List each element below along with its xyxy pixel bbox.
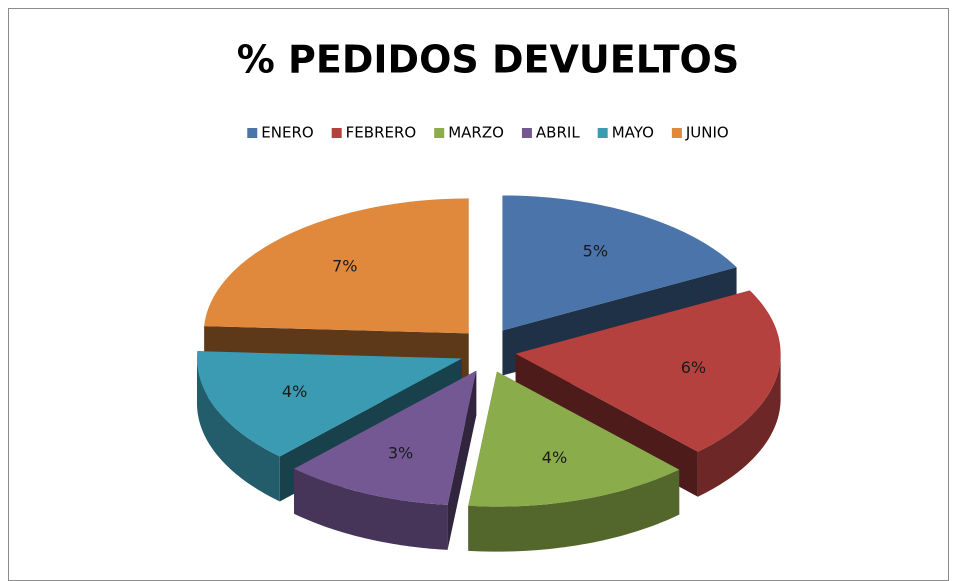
legend-swatch bbox=[331, 128, 342, 138]
slice-wall bbox=[697, 353, 781, 497]
slice-top bbox=[204, 198, 469, 334]
chart-title: % PEDIDOS DEVUELTOS bbox=[237, 38, 739, 82]
data-label: 4% bbox=[542, 448, 567, 467]
legend-label: ENERO bbox=[261, 124, 313, 142]
slice-wall bbox=[468, 469, 680, 552]
slice-top bbox=[294, 370, 477, 505]
legend-swatch bbox=[521, 128, 532, 138]
legend: ENERO FEBRERO MARZO ABRIL MAYO JUNIO bbox=[247, 124, 729, 142]
data-label: 4% bbox=[282, 382, 307, 401]
slice-wall bbox=[294, 468, 448, 550]
data-label: 5% bbox=[583, 241, 608, 260]
legend-label: FEBRERO bbox=[346, 124, 417, 142]
legend-label: MARZO bbox=[448, 124, 504, 142]
slice-top bbox=[196, 351, 462, 457]
pie-slice: 4% bbox=[468, 371, 680, 552]
slice-top bbox=[515, 290, 781, 452]
pie-slice: 3% bbox=[294, 370, 477, 550]
legend-swatch bbox=[434, 128, 445, 138]
data-label: 6% bbox=[681, 358, 706, 377]
legend-label: JUNIO bbox=[685, 124, 729, 142]
slice-wall bbox=[196, 358, 280, 502]
legend-swatch bbox=[671, 128, 682, 138]
data-label: 3% bbox=[388, 444, 413, 463]
legend-label: MAYO bbox=[612, 124, 654, 142]
legend-swatch bbox=[597, 128, 608, 138]
slice-top bbox=[502, 195, 737, 331]
data-label: 7% bbox=[332, 256, 357, 275]
legend-label: ABRIL bbox=[536, 124, 580, 142]
slice-top bbox=[468, 371, 680, 507]
legend-swatch bbox=[247, 128, 258, 138]
